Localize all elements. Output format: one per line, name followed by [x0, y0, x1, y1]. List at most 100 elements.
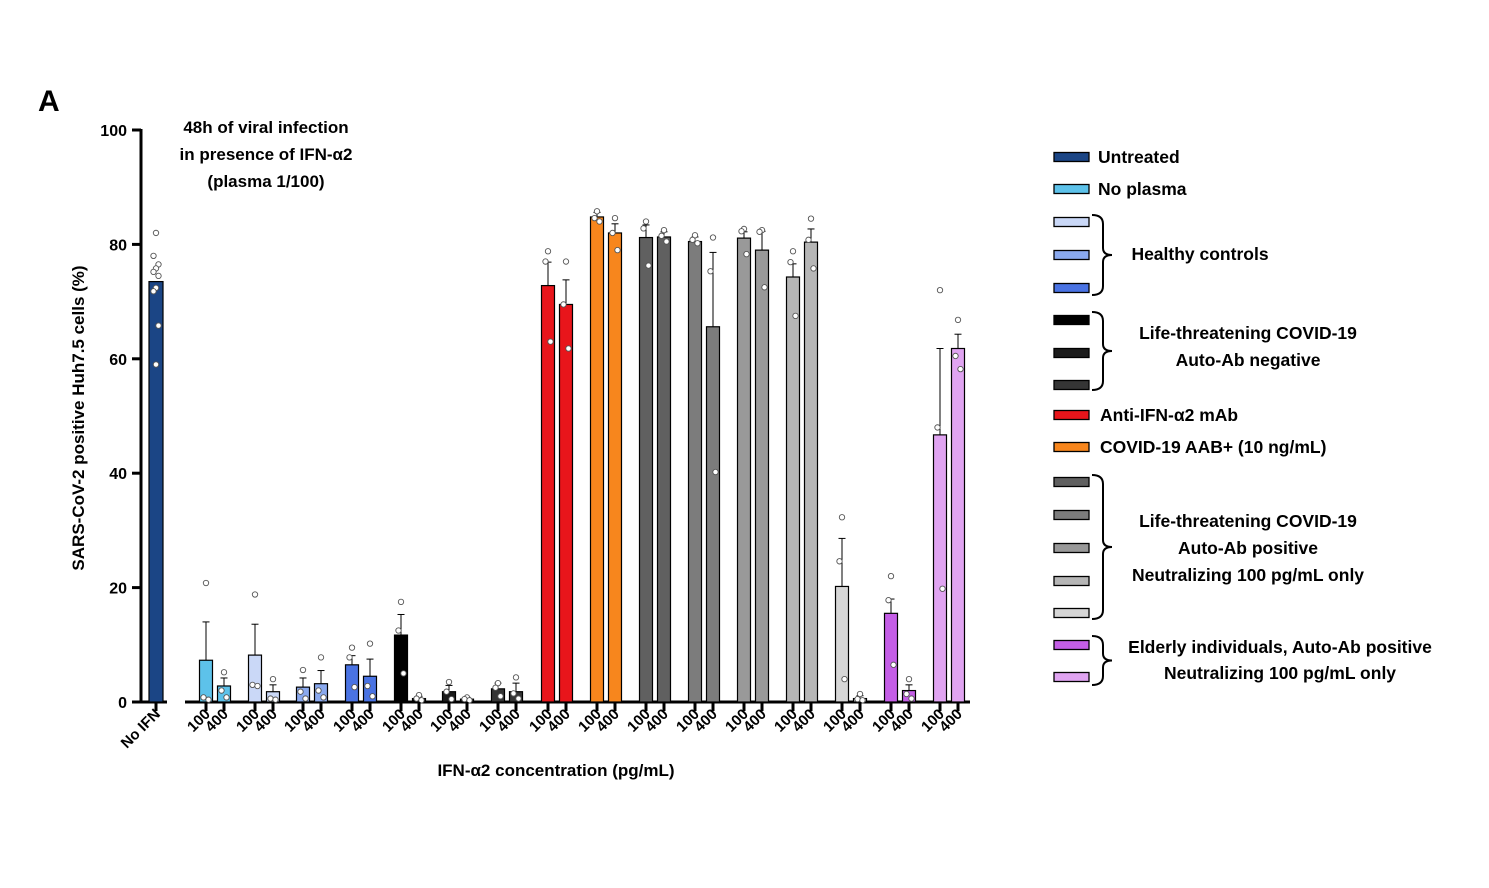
bar	[834, 585, 850, 703]
data-point	[317, 654, 325, 661]
data-point	[400, 670, 407, 677]
legend-brace	[1091, 635, 1113, 686]
legend-label: Elderly individuals, Auto-Ab positive	[1128, 637, 1432, 657]
data-point	[756, 228, 763, 235]
y-tick-label: 40	[109, 466, 127, 483]
bar	[883, 612, 899, 703]
data-point	[890, 661, 897, 668]
y-tick-label: 20	[109, 581, 127, 598]
annotation-line: (plasma 1/100)	[207, 172, 324, 191]
legend-swatch	[1053, 314, 1090, 326]
legend-swatch	[1053, 441, 1090, 453]
data-point	[512, 674, 520, 681]
bar	[540, 284, 556, 703]
x-tick-label: No IFN	[118, 706, 164, 752]
data-point	[397, 598, 405, 606]
data-point	[856, 690, 864, 698]
bar	[705, 326, 721, 703]
data-point	[709, 234, 717, 241]
data-point	[640, 225, 647, 232]
data-point	[150, 252, 157, 259]
data-point	[712, 468, 719, 476]
bar	[558, 303, 574, 703]
data-point	[694, 240, 701, 247]
legend-brace	[1091, 214, 1113, 296]
data-point	[939, 585, 946, 592]
legend-label: COVID-19 AAB+ (10 ng/mL)	[1100, 437, 1326, 457]
data-point	[418, 697, 425, 704]
legend-label: Neutralizing 100 pg/mL only	[1132, 565, 1364, 585]
legend-label: Healthy controls	[1131, 244, 1268, 264]
bar	[344, 664, 360, 703]
bar	[589, 216, 605, 703]
bar	[393, 634, 409, 703]
bar	[656, 236, 672, 703]
data-point	[445, 678, 453, 686]
data-point	[155, 272, 162, 280]
bar	[950, 347, 966, 703]
data-point	[155, 322, 162, 329]
data-point	[859, 697, 866, 704]
data-point	[810, 265, 817, 272]
data-point	[510, 690, 517, 697]
data-point	[954, 316, 962, 324]
y-axis-title: SARS-CoV-2 positive Huh7.5 cells (%)	[69, 265, 88, 570]
data-point	[562, 258, 570, 265]
data-point	[611, 214, 619, 222]
legend-label: Life-threatening COVID-19	[1139, 323, 1357, 343]
data-point	[249, 681, 256, 688]
data-point	[936, 287, 944, 294]
bar	[607, 232, 623, 703]
data-point	[905, 675, 913, 683]
data-point	[267, 695, 274, 702]
data-point	[743, 250, 750, 258]
data-point	[658, 232, 665, 239]
legend-swatch	[1053, 282, 1090, 294]
data-point	[299, 666, 307, 674]
legend-brace	[1091, 474, 1113, 620]
data-point	[152, 361, 160, 368]
data-point	[591, 214, 598, 222]
data-point	[443, 688, 450, 695]
data-point	[254, 682, 261, 690]
legend-swatch	[1053, 347, 1090, 359]
data-point	[593, 208, 601, 215]
data-point	[492, 684, 499, 691]
annotation-line: in presence of IFN-α2	[180, 145, 353, 164]
data-point	[515, 695, 522, 702]
data-point	[663, 238, 670, 245]
y-tick-label: 100	[100, 123, 127, 140]
data-point	[645, 262, 652, 269]
data-point	[887, 573, 895, 580]
legend-brace	[1091, 311, 1113, 391]
data-point	[544, 248, 552, 255]
data-point	[395, 627, 402, 634]
data-point	[689, 236, 696, 243]
legend-swatch	[1053, 542, 1090, 554]
data-point	[200, 694, 207, 701]
legend-label: Auto-Ab negative	[1176, 350, 1321, 370]
legend-swatch	[1053, 639, 1090, 651]
data-point	[542, 258, 549, 265]
data-point	[220, 669, 228, 676]
bar	[687, 240, 703, 703]
data-point	[805, 236, 812, 243]
legend-swatch	[1053, 151, 1090, 163]
panel-label: A	[38, 85, 60, 118]
bar	[638, 236, 654, 703]
x-axis-title: IFN-α2 concentration (pg/mL)	[437, 761, 674, 780]
bar	[736, 237, 752, 703]
data-point	[789, 248, 797, 255]
legend-swatch	[1053, 671, 1090, 683]
data-point	[957, 365, 964, 373]
data-point	[642, 218, 650, 225]
data-point	[346, 654, 353, 661]
data-point	[596, 218, 603, 225]
annotation-line: 48h of viral infection	[183, 118, 348, 137]
data-point	[348, 644, 356, 651]
data-point	[150, 268, 157, 276]
data-point	[351, 683, 358, 691]
data-point	[251, 591, 259, 598]
data-point	[854, 695, 861, 703]
bar	[803, 241, 819, 703]
